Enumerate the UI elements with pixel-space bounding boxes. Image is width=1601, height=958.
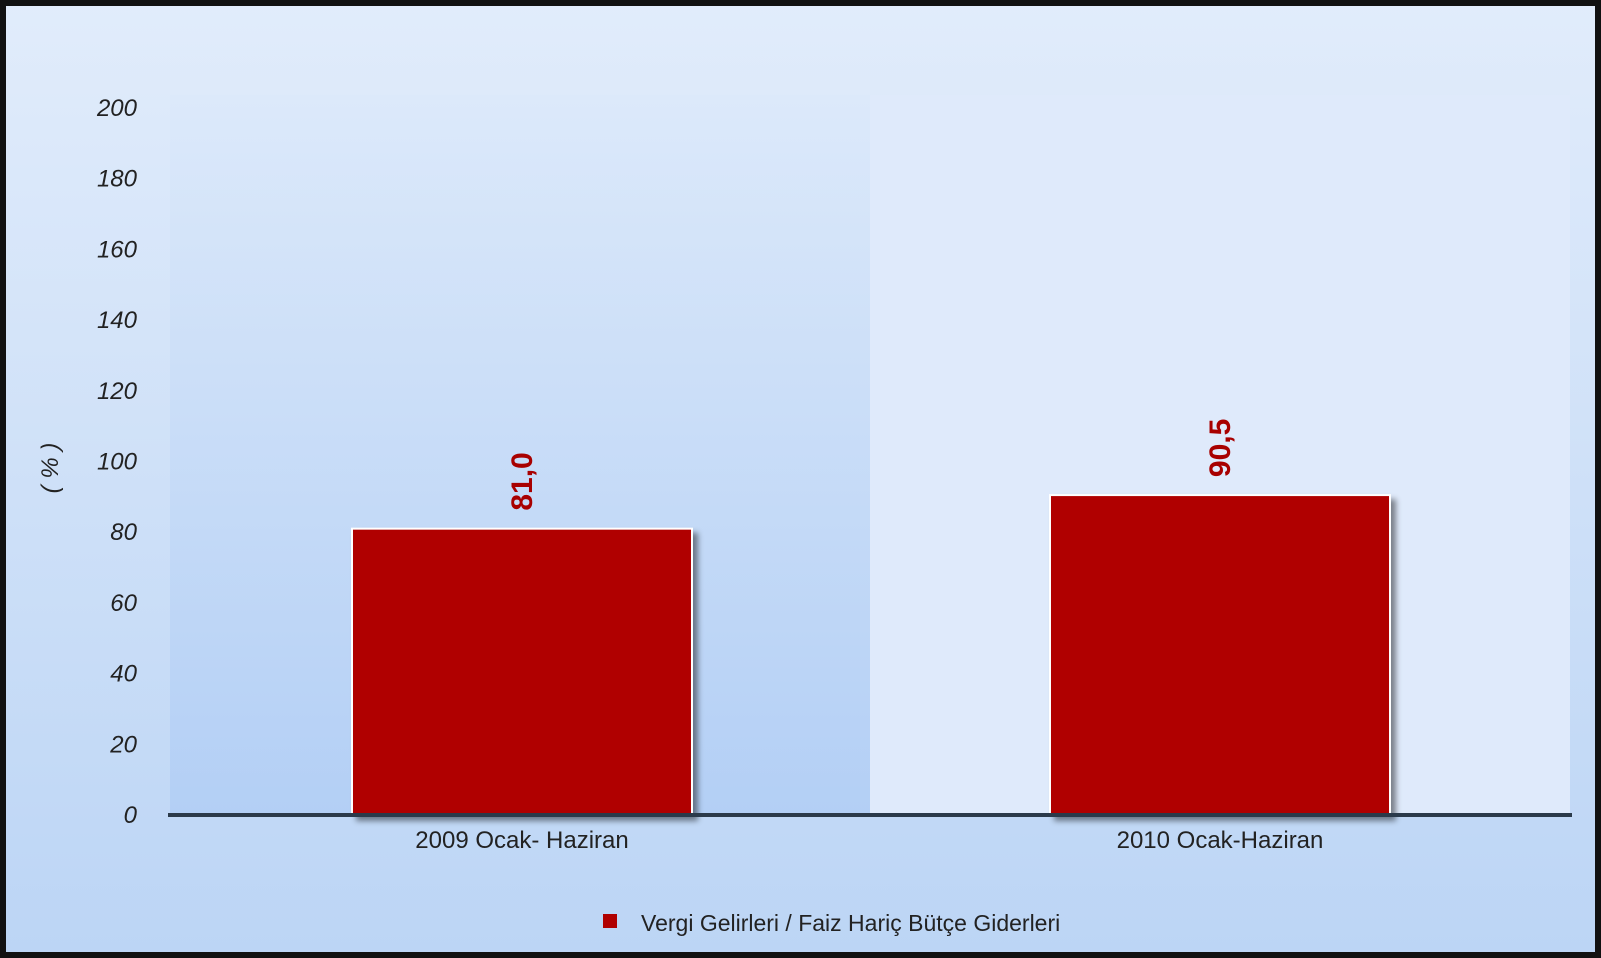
y-tick-label: 40 bbox=[110, 661, 137, 688]
y-tick-label: 140 bbox=[97, 307, 138, 334]
category-labels: 2009 Ocak- Haziran 2010 Ocak-Haziran bbox=[415, 827, 1323, 854]
bars bbox=[351, 494, 1391, 816]
y-tick-label: 200 bbox=[96, 95, 138, 122]
x-category-label: 2010 Ocak-Haziran bbox=[1117, 827, 1324, 854]
y-tick-label: 60 bbox=[110, 590, 137, 617]
bar-value-label: 81,0 bbox=[506, 452, 539, 510]
y-tick-label: 100 bbox=[97, 449, 138, 476]
y-axis-label: ( % ) bbox=[37, 443, 64, 494]
y-tick-label: 180 bbox=[97, 166, 138, 193]
legend-label: Vergi Gelirleri / Faiz Hariç Bütçe Gider… bbox=[641, 910, 1060, 936]
y-tick-label: 0 bbox=[124, 802, 138, 829]
y-tick-label: 120 bbox=[97, 378, 138, 405]
bar bbox=[351, 527, 693, 816]
y-tick-label: 160 bbox=[97, 236, 138, 263]
y-axis-ticks: 0 20 40 60 80 100 120 140 160 180 200 bbox=[96, 95, 138, 829]
y-tick-label: 20 bbox=[109, 731, 137, 758]
bar bbox=[1049, 494, 1391, 816]
y-tick-label: 80 bbox=[110, 519, 137, 546]
legend-swatch bbox=[603, 914, 617, 928]
x-category-label: 2009 Ocak- Haziran bbox=[415, 827, 628, 854]
value-labels: 81,0 90,5 bbox=[506, 419, 1237, 511]
bar-value-label: 90,5 bbox=[1204, 419, 1237, 477]
